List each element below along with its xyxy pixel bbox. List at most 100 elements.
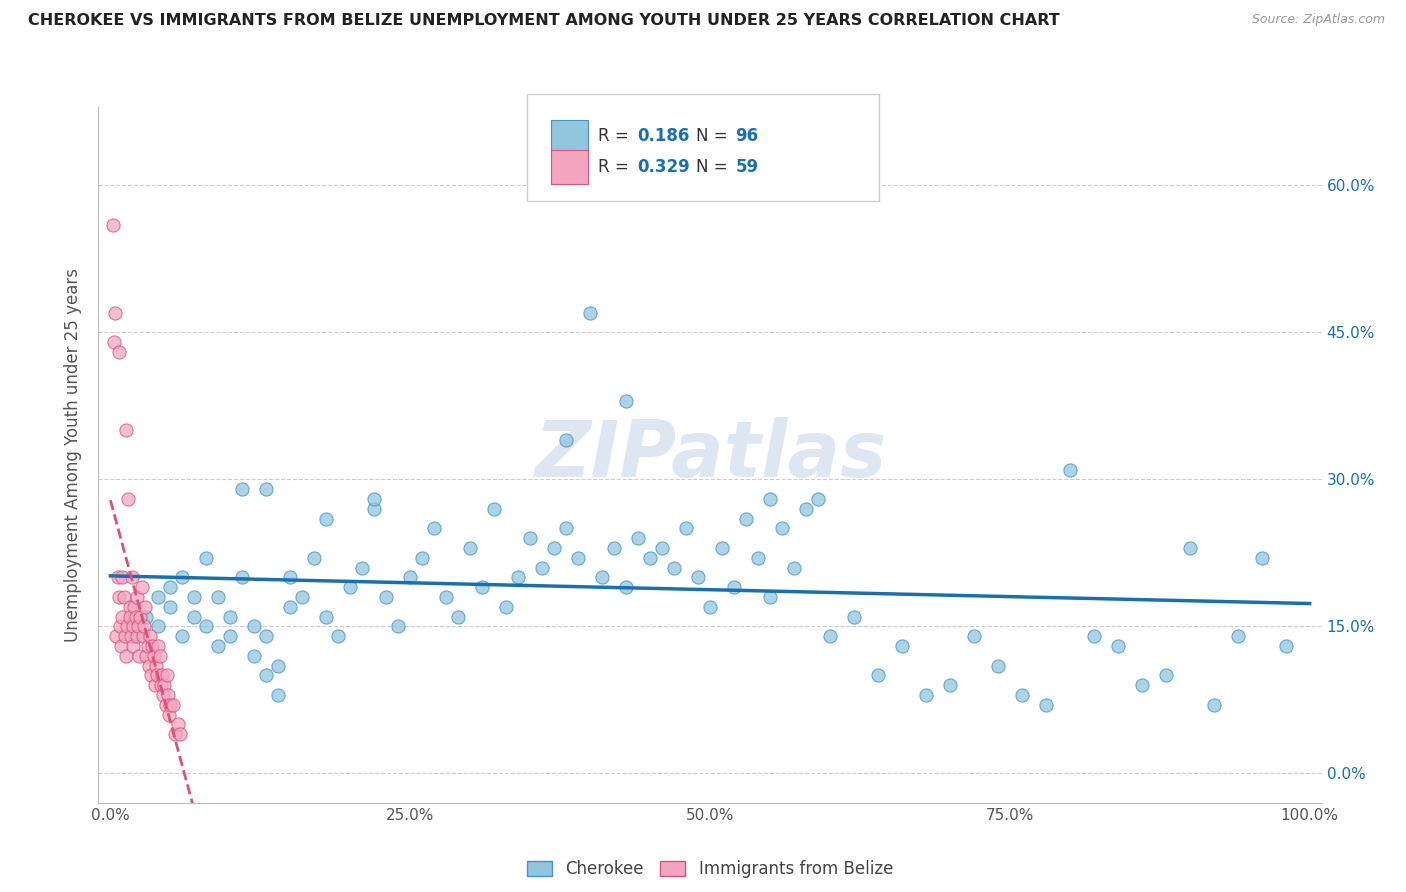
Point — [315, 609, 337, 624]
Point — [153, 678, 176, 692]
Point — [1226, 629, 1249, 643]
Point — [166, 717, 188, 731]
Point — [159, 698, 181, 712]
Point — [155, 698, 177, 712]
Point — [115, 619, 138, 633]
Point — [591, 570, 613, 584]
Point — [103, 335, 125, 350]
Point — [122, 619, 145, 633]
Point — [759, 590, 782, 604]
Text: 0.329: 0.329 — [637, 158, 690, 176]
Point — [156, 668, 179, 682]
Point — [104, 306, 127, 320]
Point — [143, 678, 166, 692]
Point — [148, 619, 170, 633]
Point — [134, 599, 156, 614]
Text: N =: N = — [696, 158, 733, 176]
Point — [150, 668, 173, 682]
Point — [794, 501, 817, 516]
Point — [124, 599, 146, 614]
Point — [101, 218, 124, 232]
Point — [747, 550, 769, 565]
Point — [111, 570, 134, 584]
Point — [136, 639, 159, 653]
Point — [157, 707, 180, 722]
Point — [125, 629, 148, 643]
Point — [183, 590, 205, 604]
Point — [108, 345, 131, 359]
Point — [1274, 639, 1296, 653]
Point — [207, 590, 229, 604]
Point — [254, 629, 277, 643]
Point — [110, 639, 132, 653]
Text: R =: R = — [598, 158, 634, 176]
Point — [579, 306, 602, 320]
Point — [508, 570, 530, 584]
Point — [627, 531, 650, 545]
Text: 0.186: 0.186 — [637, 128, 689, 145]
Point — [118, 599, 141, 614]
Point — [1154, 668, 1177, 682]
Point — [531, 560, 554, 574]
Point — [770, 521, 793, 535]
Point — [121, 570, 143, 584]
Point — [1011, 688, 1033, 702]
Point — [148, 590, 170, 604]
Point — [108, 590, 131, 604]
Point — [267, 658, 290, 673]
Point — [291, 590, 314, 604]
Point — [219, 609, 242, 624]
Point — [482, 501, 505, 516]
Point — [363, 501, 385, 516]
Point — [278, 599, 301, 614]
Point — [543, 541, 565, 555]
Point — [159, 599, 181, 614]
Point — [987, 658, 1010, 673]
Point — [125, 590, 148, 604]
Y-axis label: Unemployment Among Youth under 25 years: Unemployment Among Youth under 25 years — [65, 268, 83, 642]
Point — [108, 619, 131, 633]
Point — [423, 521, 446, 535]
Point — [735, 511, 758, 525]
Point — [254, 668, 277, 682]
Point — [128, 648, 150, 663]
Point — [866, 668, 889, 682]
Point — [124, 629, 146, 643]
Point — [105, 629, 128, 643]
Point — [915, 688, 938, 702]
Point — [555, 521, 578, 535]
Point — [387, 619, 409, 633]
Point — [231, 482, 253, 496]
Point — [495, 599, 517, 614]
Point — [1083, 629, 1105, 643]
Point — [434, 590, 457, 604]
Point — [146, 668, 169, 682]
Point — [723, 580, 745, 594]
Point — [195, 550, 218, 565]
Point — [1059, 462, 1081, 476]
Point — [603, 541, 626, 555]
Point — [152, 688, 174, 702]
Point — [145, 658, 167, 673]
Point — [759, 491, 782, 506]
Point — [138, 658, 160, 673]
Point — [117, 491, 139, 506]
Point — [471, 580, 494, 594]
Point — [1202, 698, 1225, 712]
Point — [1130, 678, 1153, 692]
Point — [458, 541, 481, 555]
Text: N =: N = — [696, 128, 733, 145]
Point — [127, 619, 149, 633]
Point — [638, 550, 661, 565]
Point — [148, 639, 170, 653]
Point — [254, 482, 277, 496]
Point — [139, 629, 162, 643]
Point — [207, 639, 229, 653]
Point — [135, 609, 157, 624]
Point — [651, 541, 673, 555]
Point — [447, 609, 470, 624]
Point — [939, 678, 962, 692]
Point — [112, 590, 135, 604]
Point — [783, 560, 806, 574]
Point — [243, 648, 266, 663]
